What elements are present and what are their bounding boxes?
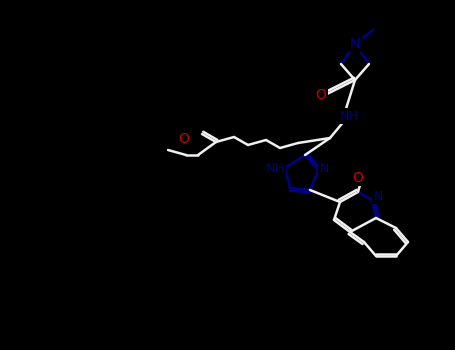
Text: O: O bbox=[316, 88, 326, 102]
Text: N: N bbox=[319, 161, 329, 175]
Text: NH: NH bbox=[339, 110, 359, 122]
Text: NH: NH bbox=[266, 161, 284, 175]
Text: O: O bbox=[178, 132, 189, 146]
Text: O: O bbox=[353, 171, 364, 185]
Text: N: N bbox=[350, 37, 360, 51]
Text: N: N bbox=[373, 189, 383, 203]
